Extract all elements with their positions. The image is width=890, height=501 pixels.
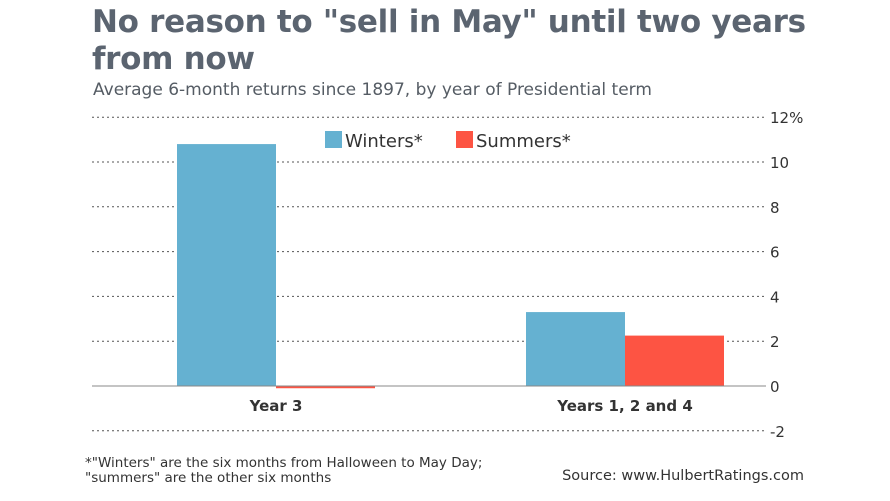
legend: Winters* Summers* — [325, 131, 571, 152]
y-tick-label: -2 — [770, 423, 785, 441]
bar-summers-1 — [276, 386, 375, 389]
legend-swatch-winters — [325, 131, 342, 148]
y-tick-label: 4 — [770, 288, 780, 306]
y-tick-label: 6 — [770, 244, 780, 262]
bar-winters-2 — [526, 312, 625, 386]
y-tick-label: 2 — [770, 333, 780, 351]
legend-label-winters: Winters* — [345, 131, 423, 152]
footnote-line-2: "summers" are the other six months — [85, 470, 332, 486]
x-tick-label: Years 1, 2 and 4 — [556, 397, 693, 415]
axes: -2 0 2 4 6 8 10 12% Year 3 Years 1, 2 and 4 — [92, 109, 803, 441]
source-note: Source: www.HulbertRatings.com — [562, 468, 804, 484]
y-tick-label: 8 — [770, 199, 780, 217]
bar-summers-2 — [625, 335, 724, 386]
chart-subtitle: Average 6-month returns since 1897, by y… — [93, 80, 652, 100]
y-tick-label: 0 — [770, 378, 780, 396]
legend-label-summers: Summers* — [476, 131, 571, 152]
y-tick-label: 10 — [770, 154, 789, 172]
y-tick-label: 12% — [770, 109, 803, 127]
footnote: *"Winters" are the six months from Hallo… — [85, 456, 482, 486]
x-tick-label: Year 3 — [249, 397, 303, 415]
footnote-line-1: *"Winters" are the six months from Hallo… — [85, 455, 483, 471]
bar-winters-1 — [177, 144, 276, 386]
chart-title: No reason to "sell in May" until two yea… — [92, 4, 806, 77]
legend-swatch-summers — [456, 131, 473, 148]
bars — [177, 144, 724, 389]
